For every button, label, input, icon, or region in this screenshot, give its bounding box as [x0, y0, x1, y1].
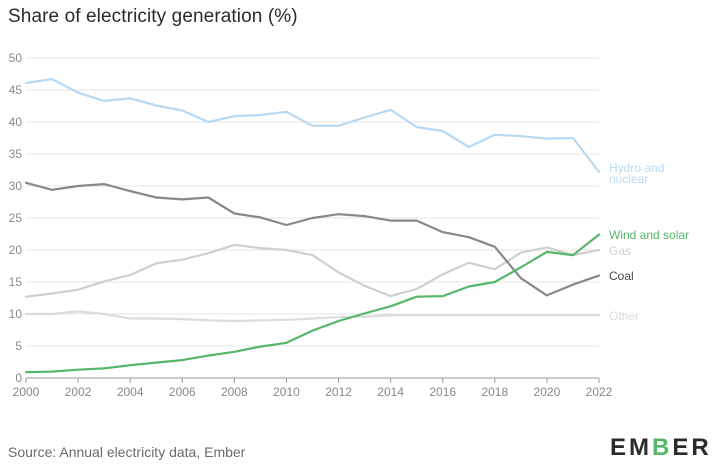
y-tick-label: 35 — [9, 147, 23, 161]
series-line-gas — [24, 243, 601, 298]
y-tick-label: 40 — [9, 115, 23, 129]
y-tick-label: 20 — [9, 243, 23, 257]
series-line-other — [24, 310, 601, 323]
y-tick-label: 15 — [9, 275, 23, 289]
x-tick-label: 2020 — [534, 385, 561, 399]
axes: 0 5 10 15 20 25 30 35 40 45 50 2000 2002 2004 2006 2008… — [9, 51, 613, 399]
x-tick-label: 2010 — [273, 385, 300, 399]
y-tick-label: 25 — [9, 211, 23, 225]
x-tick-label: 2002 — [65, 385, 92, 399]
line-chart: 0 5 10 15 20 25 30 35 40 45 50 2000 2002 2004 2006 2008… — [9, 51, 689, 399]
series-line-wind-and-solar — [24, 233, 601, 374]
gridlines — [26, 57, 599, 379]
series-label-gas: Gas — [609, 244, 631, 258]
x-tick-label: 2016 — [429, 385, 456, 399]
series-label-hydro-and-nuclear: Hydro and — [609, 161, 664, 175]
ember-logo: EMBER — [610, 434, 712, 462]
series-lines — [24, 77, 601, 374]
series-line-coal — [24, 181, 601, 297]
x-tick-label: 2018 — [481, 385, 508, 399]
x-tick-label: 2004 — [117, 385, 144, 399]
ember-logo-text: EMBER — [610, 434, 712, 461]
x-tick-label: 2006 — [169, 385, 196, 399]
y-tick-label: 5 — [15, 339, 22, 353]
series-line-hydro-and-nuclear — [24, 77, 601, 173]
y-tick-label: 50 — [9, 51, 23, 65]
y-tick-label: 45 — [9, 83, 23, 97]
x-tick-label: 2022 — [586, 385, 613, 399]
series-label-wind-and-solar: Wind and solar — [609, 228, 689, 242]
x-tick-label: 2012 — [325, 385, 352, 399]
x-tick-label: 2014 — [377, 385, 404, 399]
series-label-hydro-and-nuclear: nuclear — [609, 172, 648, 186]
y-tick-label: 30 — [9, 179, 23, 193]
chart-title: Share of electricity generation (%) — [8, 6, 298, 27]
y-tick-label: 10 — [9, 307, 23, 321]
y-tick-label: 0 — [15, 371, 22, 385]
source-note: Source: Annual electricity data, Ember — [8, 444, 246, 460]
x-tick-label: 2000 — [13, 385, 40, 399]
series-label-coal: Coal — [609, 269, 634, 283]
series-label-other: Other — [609, 309, 639, 323]
x-tick-label: 2008 — [221, 385, 248, 399]
